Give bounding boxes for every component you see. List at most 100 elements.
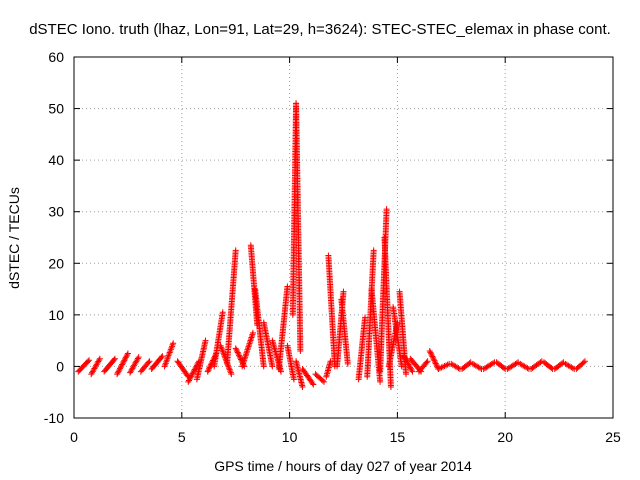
data-point <box>117 364 124 371</box>
data-point <box>228 371 235 378</box>
data-point <box>387 384 394 391</box>
data-point <box>232 247 239 254</box>
data-point <box>217 342 224 349</box>
ticks: 0 5 10 15 20 25 -10 0 10 20 30 40 50 60 <box>44 49 621 445</box>
data-point <box>409 368 416 375</box>
data-point <box>186 376 193 383</box>
data-point <box>218 344 225 351</box>
y-tick-label: 40 <box>48 152 64 168</box>
data-point <box>226 366 233 373</box>
data-point <box>124 350 131 357</box>
data-point <box>408 367 415 374</box>
data-point <box>206 364 213 371</box>
data-point <box>340 288 347 295</box>
data-point <box>145 359 152 366</box>
data-point <box>299 384 306 391</box>
data-point <box>118 362 125 369</box>
x-tick-label: 5 <box>178 429 186 445</box>
data-point <box>225 363 232 370</box>
y-tick-label: 50 <box>48 101 64 117</box>
data-point <box>124 351 131 358</box>
data-point <box>426 347 433 354</box>
data-point <box>309 380 316 387</box>
data-point <box>429 353 436 360</box>
y-axis-label: dSTEC / TECUs <box>6 187 22 289</box>
data-point <box>362 314 369 321</box>
data-point <box>115 368 122 375</box>
data-point <box>383 206 390 213</box>
data-point <box>433 361 440 368</box>
data-point <box>219 348 226 355</box>
data-point <box>310 381 317 388</box>
data-point <box>370 247 377 254</box>
data-point <box>403 371 410 378</box>
data-point <box>321 378 328 385</box>
data-point <box>158 354 165 361</box>
data-point <box>319 377 326 384</box>
data-point <box>134 355 141 362</box>
data-point <box>219 309 226 316</box>
data-point <box>224 362 231 369</box>
data-point <box>205 367 212 374</box>
data-point <box>423 359 430 366</box>
data-point <box>120 358 127 365</box>
data-point <box>344 360 351 367</box>
data-point <box>114 369 121 376</box>
data-point <box>466 360 473 367</box>
data-point <box>121 357 128 364</box>
data-point <box>297 347 304 354</box>
data-point <box>427 349 434 356</box>
data-point <box>205 365 212 372</box>
data-point <box>189 370 196 377</box>
data-point <box>187 374 194 381</box>
x-axis-label: GPS time / hours of day 027 of year 2014 <box>214 458 472 474</box>
data-point <box>146 358 153 365</box>
data-point <box>559 360 566 367</box>
data-point <box>185 378 192 385</box>
data-point <box>220 350 227 357</box>
chart-title: dSTEC Iono. truth (lhaz, Lon=91, Lat=29,… <box>29 21 611 38</box>
data-point <box>581 358 588 365</box>
data-point <box>114 371 121 378</box>
data-point <box>226 365 233 372</box>
data-point <box>119 360 126 367</box>
data-point <box>284 283 291 290</box>
y-tick-label: 10 <box>48 307 64 323</box>
data-point <box>85 358 92 365</box>
data-point <box>237 355 244 362</box>
y-tick-label: -10 <box>44 410 64 426</box>
data-point <box>430 354 437 361</box>
data-point <box>233 346 240 353</box>
data-point <box>123 353 130 360</box>
data-point <box>290 376 297 383</box>
data-point <box>122 354 129 361</box>
data-point <box>96 355 103 362</box>
x-tick-label: 0 <box>70 429 78 445</box>
x-tick-label: 10 <box>282 429 298 445</box>
data-point <box>232 345 239 352</box>
data-point <box>96 357 103 364</box>
data-point <box>432 359 439 366</box>
data-point <box>135 354 142 361</box>
y-tick-label: 20 <box>48 255 64 271</box>
x-tick-label: 25 <box>605 429 621 445</box>
data-point <box>191 366 198 373</box>
data-point <box>513 360 520 367</box>
data-point <box>86 357 93 364</box>
data-point <box>249 329 256 336</box>
plot-frame <box>73 56 614 419</box>
data-point <box>191 367 198 374</box>
data-point <box>234 348 241 355</box>
y-tick-label: 30 <box>48 204 64 220</box>
data-point <box>432 360 439 367</box>
y-tick-label: 60 <box>48 49 64 65</box>
x-tick-label: 20 <box>497 429 513 445</box>
data-point <box>111 355 118 362</box>
data-point <box>580 359 587 366</box>
x-tick-label: 15 <box>390 429 406 445</box>
data-point <box>188 373 195 380</box>
data-point <box>116 365 123 372</box>
data-point <box>122 356 129 363</box>
